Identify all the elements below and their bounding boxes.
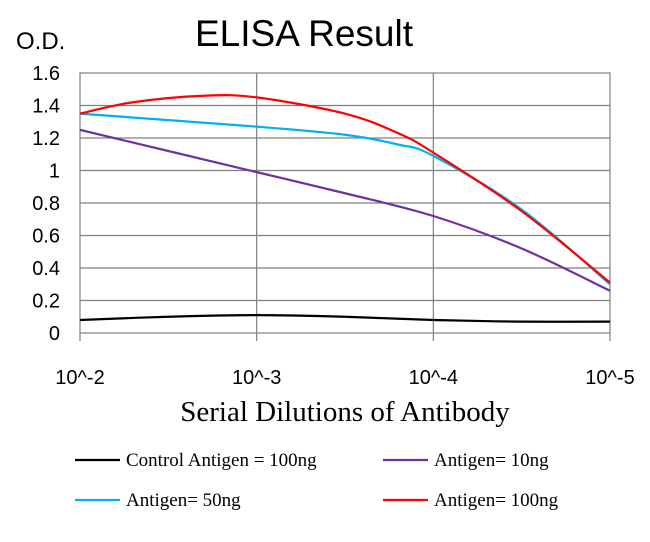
legend-item-control-antigen-100ng: Control Antigen = 100ng bbox=[75, 450, 317, 471]
x-tick-label: 10^-4 bbox=[409, 367, 458, 389]
y-tick-label: 0.6 bbox=[32, 226, 60, 248]
chart-title: ELISA Result bbox=[195, 13, 414, 54]
y-tick-label: 0 bbox=[49, 323, 60, 345]
legend-label: Antigen= 50ng bbox=[126, 490, 241, 511]
legend: Control Antigen = 100ng Antigen= 10ng Anti… bbox=[75, 450, 559, 511]
series-layer bbox=[79, 94, 611, 323]
y-tick-labels: 0 0.2 0.4 0.6 0.8 1 1.2 1.4 1.6 bbox=[32, 63, 60, 345]
y-tick-label: 1 bbox=[49, 161, 60, 183]
x-tick-label: 10^-3 bbox=[232, 367, 281, 389]
legend-label: Antigen= 100ng bbox=[434, 490, 559, 511]
y-tick-label: 0.8 bbox=[32, 193, 60, 215]
y-tick-label: 0.2 bbox=[32, 291, 60, 313]
legend-item-antigen-100ng: Antigen= 100ng bbox=[383, 490, 559, 511]
y-tick-label: 1.6 bbox=[32, 63, 60, 85]
series-line-antigen-100ng bbox=[79, 94, 611, 284]
series-line-control-antigen-100ng bbox=[79, 314, 611, 323]
x-axis-label: Serial Dilutions of Antibody bbox=[180, 396, 510, 428]
series-line-antigen-10ng bbox=[79, 128, 611, 292]
legend-label: Control Antigen = 100ng bbox=[126, 450, 317, 471]
x-tick-label: 10^-5 bbox=[585, 367, 634, 389]
legend-item-antigen-10ng: Antigen= 10ng bbox=[383, 450, 549, 471]
y-tick-label: 1.2 bbox=[32, 128, 60, 150]
series-line-antigen-50ng bbox=[79, 112, 611, 286]
x-tick-label: 10^-2 bbox=[55, 367, 104, 389]
y-axis-label: O.D. bbox=[16, 28, 65, 55]
plot-area bbox=[79, 72, 611, 341]
y-tick-label: 0.4 bbox=[32, 258, 60, 280]
x-tick-labels: 10^-2 10^-3 10^-4 10^-5 bbox=[55, 367, 634, 389]
legend-item-antigen-50ng: Antigen= 50ng bbox=[75, 490, 241, 511]
y-tick-label: 1.4 bbox=[32, 96, 60, 118]
legend-label: Antigen= 10ng bbox=[434, 450, 549, 471]
